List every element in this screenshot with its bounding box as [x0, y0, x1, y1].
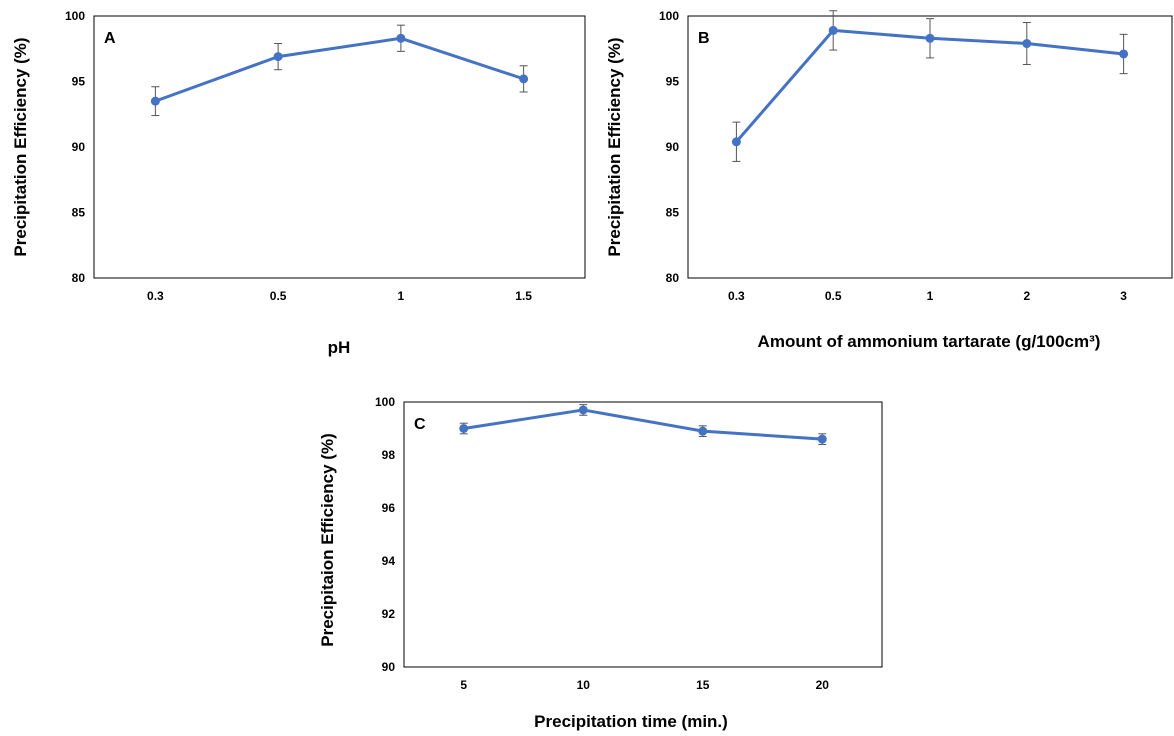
data-point-c	[459, 424, 469, 433]
y-tick-label-b: 80	[666, 271, 680, 285]
y-axis-title-a: Precipitation Efficiency (%)	[11, 37, 30, 256]
plot-frame-c	[403, 401, 883, 668]
chart-panel-a: A 80 85 90 95 100 0.3 0.5 1 1.5 Precipitation E…	[11, 9, 586, 357]
data-point-a	[150, 96, 160, 106]
plot-frame-b	[687, 15, 1173, 279]
y-tick-labels-a: 80 85 90 95 100	[65, 9, 85, 285]
data-point-a	[519, 74, 529, 84]
y-tick-label-c: 94	[382, 554, 396, 568]
series-line-c	[463, 408, 823, 441]
panel-label-a: A	[104, 30, 116, 47]
data-point-b	[828, 25, 838, 35]
y-tick-label-c: 92	[382, 607, 396, 621]
y-tick-label-a: 100	[65, 9, 85, 23]
chart-panel-b: B 80 85 90 95 100 0.3 0.5 1 2 3 Precipitation Ef…	[605, 9, 1173, 351]
data-point-b	[925, 33, 935, 43]
x-tick-label-b: 3	[1120, 289, 1127, 303]
data-point-a	[273, 52, 283, 62]
x-tick-label-a: 0.5	[270, 289, 287, 303]
x-tick-label-b: 0.5	[825, 289, 842, 303]
x-tick-label-c: 5	[460, 678, 467, 692]
x-axis-title-b: Amount of ammonium tartarate (g/100cm³)	[758, 332, 1101, 351]
data-point-c	[698, 426, 708, 436]
data-point-c	[817, 434, 827, 444]
series-line-a	[154, 36, 525, 103]
y-tick-label-a: 90	[72, 140, 86, 154]
x-tick-label-c: 20	[816, 678, 830, 692]
series-marks-a	[150, 24, 529, 117]
y-tick-label-b: 95	[666, 75, 680, 89]
y-axis-title-b: Precipitation Efficiency (%)	[605, 37, 624, 256]
y-tick-label-b: 100	[659, 9, 679, 23]
x-tick-labels-a: 0.3 0.5 1 1.5	[147, 289, 532, 303]
x-tick-labels-b: 0.3 0.5 1 2 3	[728, 289, 1127, 303]
data-point-b	[731, 137, 741, 147]
x-tick-label-c: 10	[577, 678, 591, 692]
x-axis-title-c: Precipitation time (min.)	[534, 712, 728, 731]
x-tick-label-b: 0.3	[728, 289, 745, 303]
x-tick-labels-c: 5 10 15 20	[460, 678, 829, 692]
x-tick-label-b: 1	[927, 289, 934, 303]
y-tick-label-c: 100	[375, 395, 395, 409]
x-tick-label-a: 1.5	[515, 289, 532, 303]
data-point-c	[578, 405, 588, 415]
data-point-b	[1022, 39, 1032, 49]
plot-frame-a	[93, 15, 586, 279]
y-tick-label-a: 95	[72, 75, 86, 89]
series-marks-b	[731, 10, 1129, 162]
panel-label-c: C	[414, 416, 426, 433]
x-tick-label-a: 0.3	[147, 289, 164, 303]
x-axis-title-a: pH	[328, 338, 351, 357]
y-axis-title-c: Precipitaion Efficiency (%)	[318, 433, 337, 647]
y-tick-label-c: 96	[382, 501, 396, 515]
y-tick-label-b: 85	[666, 206, 680, 220]
x-tick-label-b: 2	[1023, 289, 1030, 303]
y-tick-label-b: 90	[666, 140, 680, 154]
y-tick-labels-b: 80 85 90 95 100	[659, 9, 679, 285]
panel-label-b: B	[698, 30, 710, 47]
y-tick-label-a: 80	[72, 271, 86, 285]
y-tick-label-c: 98	[382, 448, 396, 462]
data-point-b	[1119, 49, 1129, 59]
data-point-a	[396, 33, 406, 43]
x-tick-label-a: 1	[398, 289, 405, 303]
series-marks-c	[459, 404, 827, 445]
x-tick-label-c: 15	[696, 678, 710, 692]
chart-panel-c: C 90 92 94 96 98 100 5 10 15 20 Precipitaion Eff…	[318, 395, 883, 731]
y-tick-labels-c: 90 92 94 96 98 100	[375, 395, 395, 674]
y-tick-label-a: 85	[72, 206, 86, 220]
y-tick-label-c: 90	[382, 660, 396, 674]
